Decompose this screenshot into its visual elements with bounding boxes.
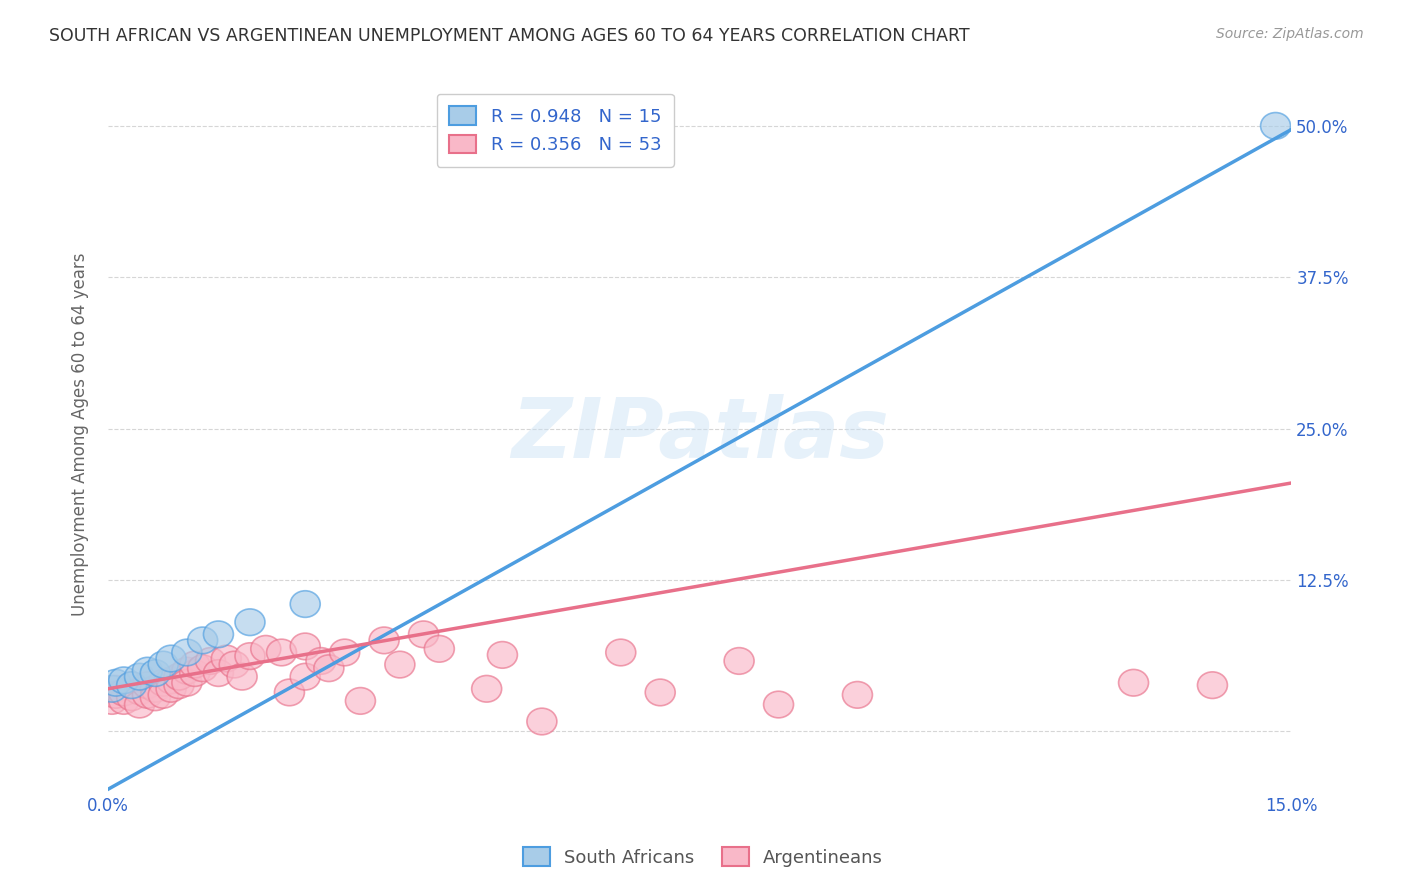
Ellipse shape: [425, 635, 454, 662]
Ellipse shape: [97, 675, 127, 702]
Ellipse shape: [165, 672, 194, 698]
Ellipse shape: [156, 645, 186, 672]
Ellipse shape: [211, 645, 242, 672]
Ellipse shape: [724, 648, 754, 674]
Ellipse shape: [132, 681, 163, 708]
Ellipse shape: [488, 641, 517, 668]
Ellipse shape: [156, 675, 186, 702]
Ellipse shape: [141, 660, 170, 686]
Ellipse shape: [370, 627, 399, 654]
Ellipse shape: [329, 640, 360, 665]
Legend: R = 0.948   N = 15, R = 0.356   N = 53: R = 0.948 N = 15, R = 0.356 N = 53: [436, 94, 673, 167]
Ellipse shape: [108, 667, 139, 694]
Ellipse shape: [117, 672, 146, 698]
Text: ZIPatlas: ZIPatlas: [510, 394, 889, 475]
Ellipse shape: [187, 627, 218, 654]
Ellipse shape: [148, 651, 179, 678]
Ellipse shape: [527, 708, 557, 735]
Text: SOUTH AFRICAN VS ARGENTINEAN UNEMPLOYMENT AMONG AGES 60 TO 64 YEARS CORRELATION : SOUTH AFRICAN VS ARGENTINEAN UNEMPLOYMEN…: [49, 27, 970, 45]
Ellipse shape: [108, 679, 139, 706]
Ellipse shape: [290, 633, 321, 660]
Ellipse shape: [204, 621, 233, 648]
Ellipse shape: [1119, 669, 1149, 696]
Ellipse shape: [606, 640, 636, 665]
Ellipse shape: [235, 609, 264, 635]
Ellipse shape: [195, 648, 225, 674]
Ellipse shape: [409, 621, 439, 648]
Ellipse shape: [165, 664, 194, 690]
Ellipse shape: [471, 675, 502, 702]
Ellipse shape: [290, 664, 321, 690]
Ellipse shape: [125, 664, 155, 690]
Ellipse shape: [645, 679, 675, 706]
Ellipse shape: [132, 672, 163, 698]
Ellipse shape: [132, 657, 163, 684]
Ellipse shape: [117, 684, 146, 711]
Ellipse shape: [346, 688, 375, 714]
Legend: South Africans, Argentineans: South Africans, Argentineans: [516, 840, 890, 874]
Ellipse shape: [180, 660, 209, 686]
Ellipse shape: [290, 591, 321, 617]
Ellipse shape: [148, 681, 179, 708]
Ellipse shape: [1198, 672, 1227, 698]
Ellipse shape: [180, 651, 209, 678]
Ellipse shape: [204, 660, 233, 686]
Ellipse shape: [172, 640, 202, 665]
Ellipse shape: [101, 675, 131, 702]
Ellipse shape: [842, 681, 873, 708]
Ellipse shape: [314, 655, 344, 681]
Ellipse shape: [307, 648, 336, 674]
Ellipse shape: [219, 651, 249, 678]
Ellipse shape: [156, 667, 186, 694]
Ellipse shape: [235, 643, 264, 669]
Ellipse shape: [141, 684, 170, 711]
Ellipse shape: [187, 655, 218, 681]
Ellipse shape: [125, 678, 155, 705]
Ellipse shape: [228, 664, 257, 690]
Text: Source: ZipAtlas.com: Source: ZipAtlas.com: [1216, 27, 1364, 41]
Ellipse shape: [250, 635, 281, 662]
Ellipse shape: [125, 691, 155, 718]
Ellipse shape: [763, 691, 793, 718]
Ellipse shape: [172, 669, 202, 696]
Ellipse shape: [101, 669, 131, 696]
Ellipse shape: [141, 675, 170, 702]
Ellipse shape: [108, 688, 139, 714]
Ellipse shape: [267, 640, 297, 665]
Ellipse shape: [117, 672, 146, 698]
Ellipse shape: [274, 679, 305, 706]
Ellipse shape: [101, 681, 131, 708]
Ellipse shape: [172, 657, 202, 684]
Y-axis label: Unemployment Among Ages 60 to 64 years: Unemployment Among Ages 60 to 64 years: [72, 252, 89, 616]
Ellipse shape: [1261, 112, 1291, 139]
Ellipse shape: [97, 688, 127, 714]
Ellipse shape: [148, 669, 179, 696]
Ellipse shape: [385, 651, 415, 678]
